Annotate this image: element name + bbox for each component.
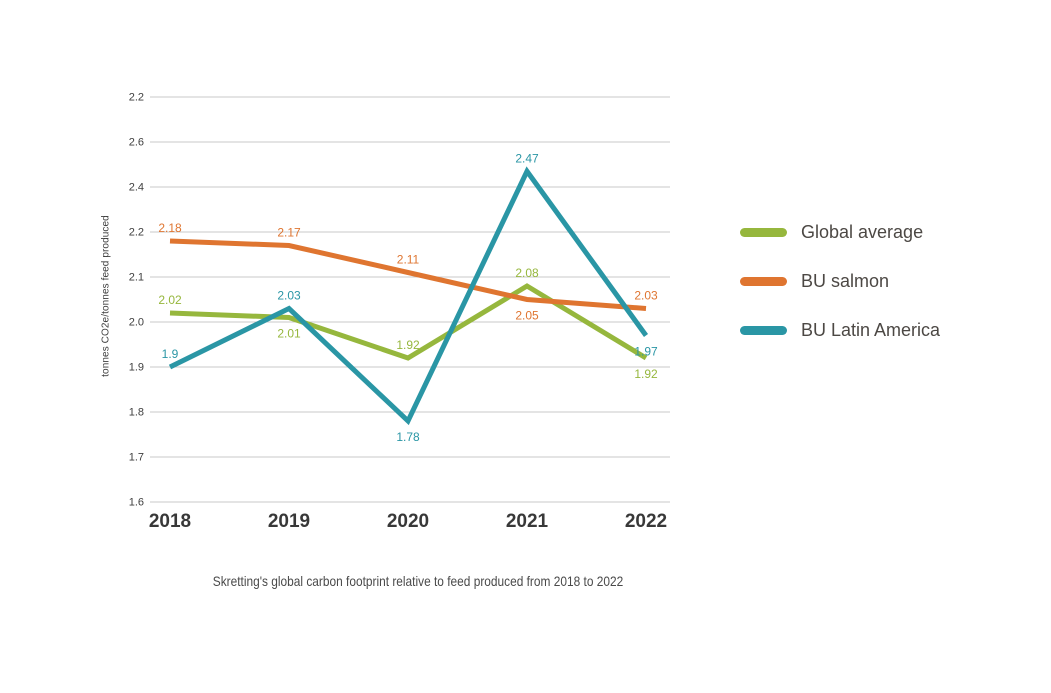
x-tick-label-2021: 2021 [506, 511, 549, 532]
data-label-bu-salmon-2020: 2.11 [397, 253, 420, 267]
data-label-global-average-2020: 1.92 [396, 338, 420, 352]
x-tick-label-2018: 2018 [149, 511, 191, 532]
data-label-global-average-2019: 2.01 [277, 327, 301, 341]
data-label-bu-latin-america-2020: 1.78 [396, 430, 420, 444]
y-axis-title: tonnes CO2e/tonnes feed produced [100, 215, 112, 377]
y-tick-label: 2.6 [129, 137, 144, 149]
data-label-global-average-2021: 2.08 [515, 266, 539, 280]
legend-item-bu-salmon: BU salmon [740, 267, 940, 295]
legend: Global average BU salmon BU Latin America [740, 218, 940, 365]
legend-swatch-bu-salmon [740, 276, 787, 286]
series-line-global-average [169, 283, 648, 361]
data-label-bu-latin-america-2018: 1.9 [162, 347, 179, 361]
legend-swatch-bu-latin-america [740, 325, 787, 335]
y-tick-label: 2.1 [129, 272, 144, 284]
legend-swatch-global-average [740, 227, 787, 237]
data-label-bu-salmon-2022: 2.03 [634, 289, 658, 303]
x-tick-label-2020: 2020 [387, 511, 429, 532]
data-label-bu-salmon-2019: 2.17 [277, 226, 301, 240]
y-tick-label: 1.7 [129, 452, 144, 464]
y-tick-label: 2.2 [129, 92, 144, 104]
data-label-bu-latin-america-2022: 1.97 [634, 345, 658, 359]
series-line-bu-latin-america [168, 166, 649, 426]
legend-item-bu-latin-america: BU Latin America [740, 316, 940, 344]
legend-label: Global average [801, 221, 924, 242]
data-label-bu-latin-america-2019: 2.03 [277, 289, 301, 303]
legend-label: BU Latin America [801, 319, 941, 340]
data-label-bu-latin-america-2021: 2.47 [515, 151, 539, 165]
legend-label: BU salmon [801, 270, 890, 291]
data-label-global-average-2022: 1.92 [634, 367, 658, 381]
y-tick-label: 2.4 [129, 182, 144, 194]
data-label-global-average-2018: 2.02 [158, 293, 182, 307]
y-tick-label: 1.8 [129, 407, 144, 419]
legend-item-global-average: Global average [740, 218, 940, 246]
x-tick-label-2019: 2019 [268, 511, 310, 532]
x-tick-label-2022: 2022 [625, 511, 667, 532]
y-tick-label: 2.2 [129, 227, 144, 239]
y-tick-label: 1.9 [129, 362, 144, 374]
data-label-bu-salmon-2021: 2.05 [515, 309, 539, 323]
series-line-bu-salmon [169, 238, 647, 311]
y-tick-label: 2.0 [129, 317, 144, 329]
y-tick-label: 1.6 [129, 497, 144, 509]
chart-caption: Skretting's global carbon footprint rela… [212, 573, 624, 589]
data-label-bu-salmon-2018: 2.18 [158, 221, 182, 235]
